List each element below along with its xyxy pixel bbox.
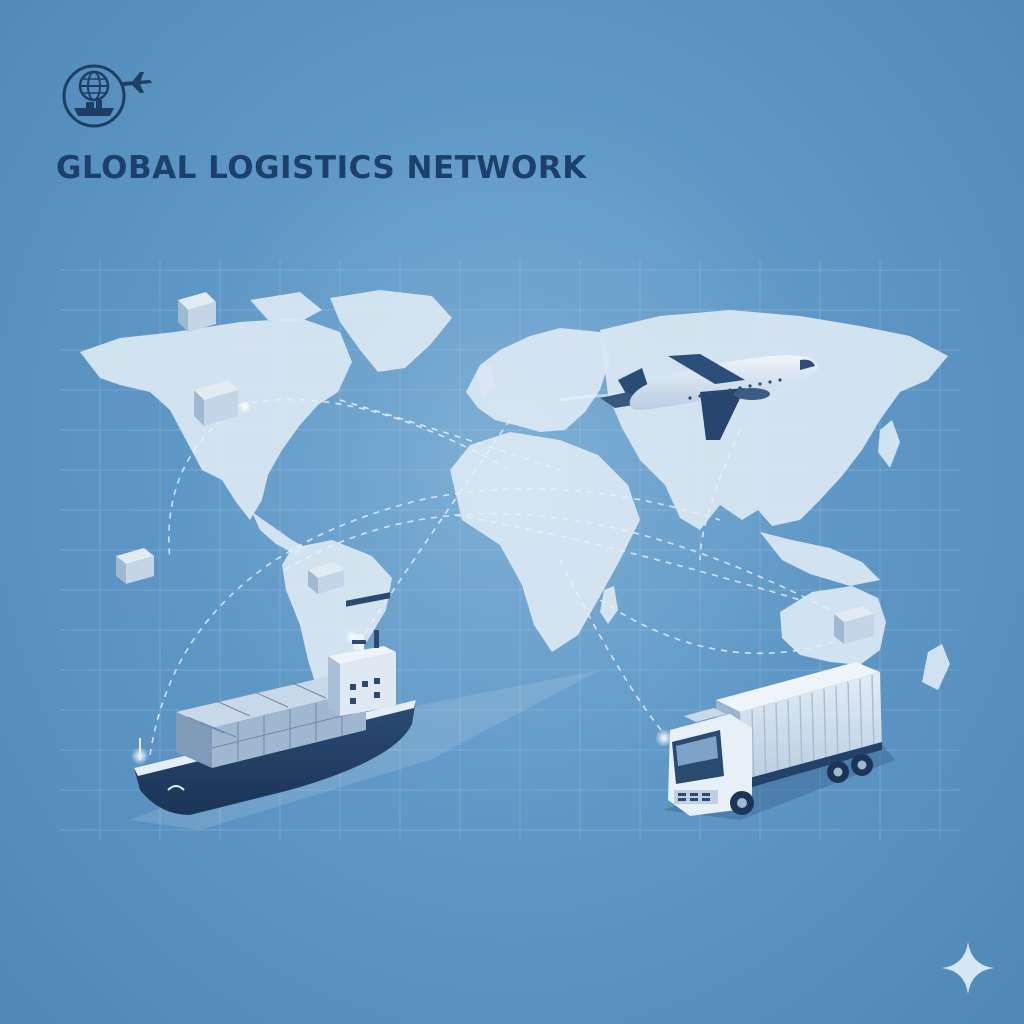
australia <box>780 586 886 665</box>
british-isles <box>476 364 494 396</box>
shipping-container-icon <box>308 562 344 594</box>
continents <box>80 290 950 692</box>
greenland <box>330 290 452 372</box>
airplane-icon <box>559 354 818 440</box>
sparkle-icon <box>942 942 994 994</box>
africa <box>450 432 640 652</box>
globe-ship-plane-logo-icon <box>62 64 152 128</box>
shipping-routes <box>149 398 841 756</box>
shipping-container-icon <box>834 606 874 644</box>
shipping-container-icon <box>116 548 154 584</box>
new-zealand <box>922 644 950 690</box>
asia <box>600 310 948 530</box>
europe <box>466 328 610 432</box>
shipping-container-icon <box>178 292 216 332</box>
page-title: GLOBAL LOGISTICS NETWORK <box>56 150 587 186</box>
central-america <box>252 512 306 556</box>
shipping-container-icon <box>194 380 238 426</box>
canada-islands <box>250 292 322 322</box>
container-truck-icon <box>668 662 882 816</box>
japan <box>878 420 900 468</box>
route-nodes <box>131 400 673 765</box>
cargo-ship-icon <box>134 592 416 815</box>
madagascar <box>600 586 618 624</box>
southeast-asia <box>760 532 880 586</box>
